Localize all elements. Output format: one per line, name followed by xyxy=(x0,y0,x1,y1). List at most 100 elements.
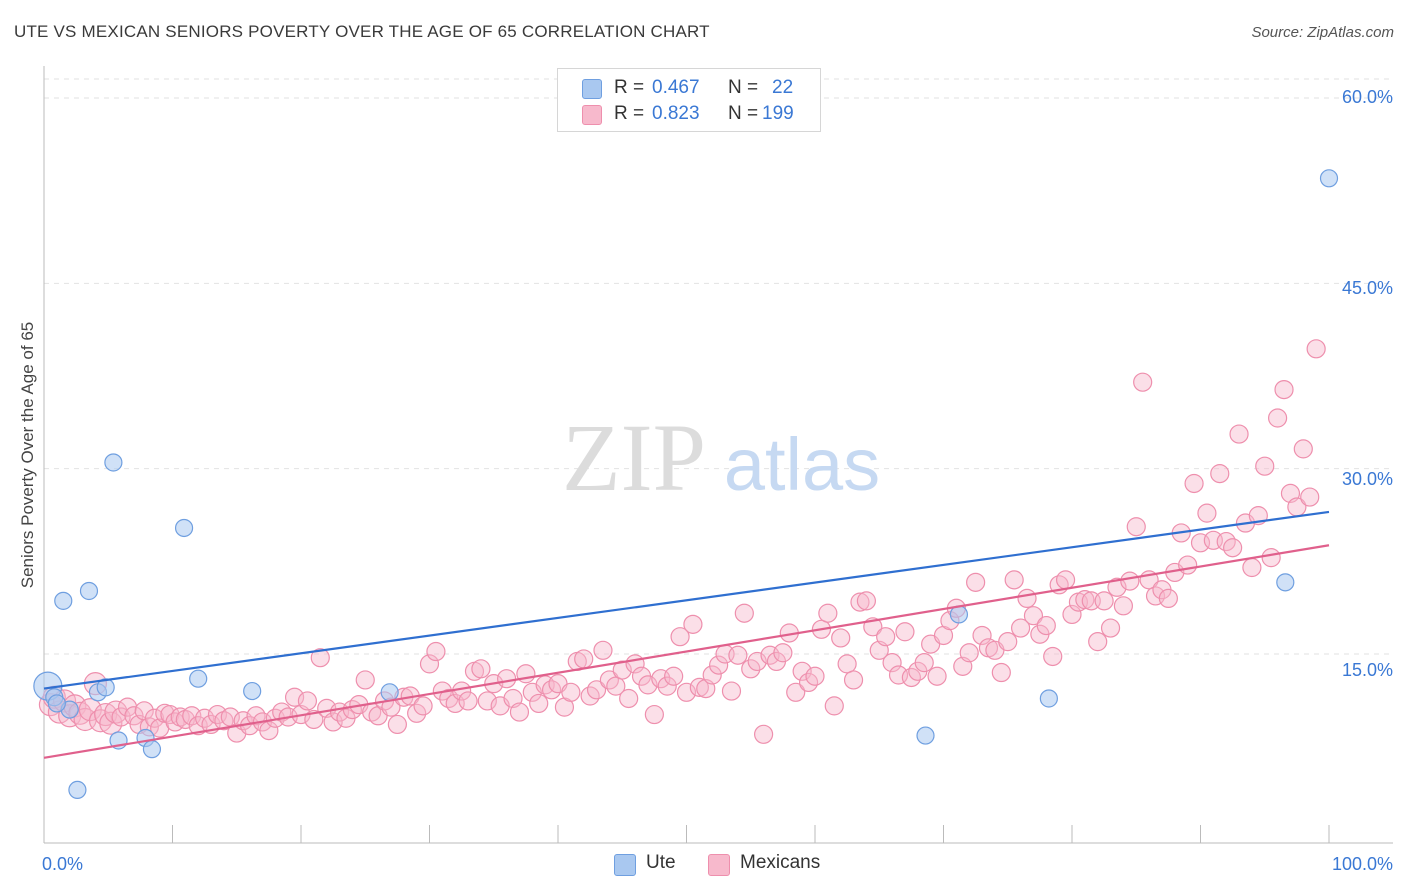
legend-ute-r-value: 0.467 xyxy=(652,77,700,98)
mexicans-point xyxy=(805,666,825,686)
mexicans-point xyxy=(959,643,979,663)
mexicans-point xyxy=(284,687,305,707)
mexicans-point xyxy=(471,659,491,679)
bottom-mex-label: Mexicans xyxy=(740,852,821,873)
mexicans-point xyxy=(355,670,375,690)
bottom-ute-label: Ute xyxy=(646,852,676,873)
mexicans-point xyxy=(721,681,742,701)
mexicans-point xyxy=(1197,503,1217,523)
y-tick-label-45: 45.0% xyxy=(1341,278,1393,298)
mexicans-point xyxy=(1274,379,1294,400)
mexicans-point xyxy=(1062,604,1082,625)
mexicans-point xyxy=(966,572,986,592)
chart-title: UTE VS MEXICAN SENIORS POVERTY OVER THE … xyxy=(14,22,710,41)
mexicans-point xyxy=(413,696,433,716)
mexicans-point xyxy=(104,700,128,724)
mexicans-point xyxy=(709,655,729,675)
mexicans-point xyxy=(998,632,1018,652)
mexicans-point xyxy=(297,691,318,711)
mexicans-point xyxy=(792,661,812,681)
mexicans-point xyxy=(1120,571,1140,591)
legend-mex-n-label: N = xyxy=(728,103,759,124)
mexicans-point xyxy=(1267,408,1288,428)
x-tick-label-0: 0.0% xyxy=(42,854,84,874)
mexicans-point xyxy=(1229,424,1249,444)
mexicans-trend-line xyxy=(43,544,1330,759)
mexicans-point xyxy=(458,691,478,711)
mexicans-point xyxy=(593,640,613,660)
mexicans-point xyxy=(586,680,607,700)
mexicans-point xyxy=(702,665,722,685)
bottom-mex-swatch xyxy=(708,854,730,876)
ute-point xyxy=(916,726,935,745)
ute-point xyxy=(243,681,262,701)
mexicans-point xyxy=(1126,517,1146,537)
mexicans-point xyxy=(1036,615,1056,636)
mexicans-point xyxy=(1004,570,1024,590)
mexicans-point xyxy=(818,603,838,623)
mexicans-point xyxy=(882,653,902,673)
ute-point xyxy=(96,678,115,697)
mexicans-point xyxy=(676,682,697,702)
y-tick-label-30: 30.0% xyxy=(1341,469,1393,489)
mexicans-point xyxy=(689,677,709,697)
mexicans-point xyxy=(619,688,639,709)
mexicans-point xyxy=(1223,538,1243,558)
ute-point xyxy=(47,694,66,713)
mexicans-point xyxy=(734,603,754,623)
legend-ute-n-value: 22 xyxy=(772,77,794,98)
mexicans-point xyxy=(644,704,664,725)
stats-legend: R = 0.467 N = 22 R = 0.823 N = 199 xyxy=(557,68,821,132)
ute-point xyxy=(380,683,399,702)
mexicans-point xyxy=(1255,456,1275,476)
ute-point xyxy=(189,669,208,688)
ute-point xyxy=(1319,169,1339,188)
mexicans-point xyxy=(407,703,427,723)
mexicans-point xyxy=(323,712,343,732)
mexicans-point xyxy=(497,669,517,689)
mexicans-point xyxy=(1017,588,1037,609)
legend-ute-n-label: N = xyxy=(728,77,759,98)
y-tick-label-15: 15.0% xyxy=(1341,660,1393,680)
mexicans-point xyxy=(144,708,165,728)
mexicans-point xyxy=(1055,570,1076,590)
mexicans-point xyxy=(895,622,915,642)
mexicans-point xyxy=(728,645,748,665)
legend-mex-r-value: 0.823 xyxy=(652,103,700,124)
mexicans-swatch xyxy=(582,105,602,125)
mexicans-point xyxy=(856,591,877,611)
source-label: Source: ZipAtlas.com xyxy=(1251,24,1394,41)
mexicans-point xyxy=(1133,372,1153,392)
mexicans-point xyxy=(1300,487,1320,507)
mexicans-point xyxy=(1158,588,1178,609)
mexicans-point xyxy=(843,670,864,690)
watermark-zip: ZIP xyxy=(562,404,706,511)
mexicans-point xyxy=(876,627,896,647)
mexicans-point xyxy=(1184,473,1204,494)
trend-lines xyxy=(43,510,1330,759)
mexicans-point xyxy=(991,662,1011,683)
mexicans-point xyxy=(99,711,123,735)
mexicans-point xyxy=(426,641,446,662)
mexicans-point xyxy=(1306,339,1326,359)
mexicans-point xyxy=(914,653,934,673)
ute-points xyxy=(33,169,1339,800)
x-tick-label-100: 100.0% xyxy=(1331,854,1393,874)
ute-point xyxy=(54,591,73,610)
watermark-atlas: atlas xyxy=(724,423,880,506)
ute-point xyxy=(174,518,194,538)
mexicans-point xyxy=(1075,590,1095,610)
legend-mex-n-value: 199 xyxy=(762,103,794,124)
mexicans-point xyxy=(850,592,870,612)
ute-trend-line xyxy=(43,510,1330,690)
legend-mex-r-label: R = xyxy=(614,103,645,124)
mexicans-point xyxy=(1088,632,1108,652)
mexicans-point xyxy=(272,702,292,722)
mexicans-point xyxy=(574,649,594,669)
mexicans-point xyxy=(1113,596,1134,616)
ute-point xyxy=(68,780,87,800)
mexicans-point xyxy=(1100,618,1121,638)
mexicans-point xyxy=(657,676,677,696)
mexicans-point xyxy=(1094,591,1114,611)
